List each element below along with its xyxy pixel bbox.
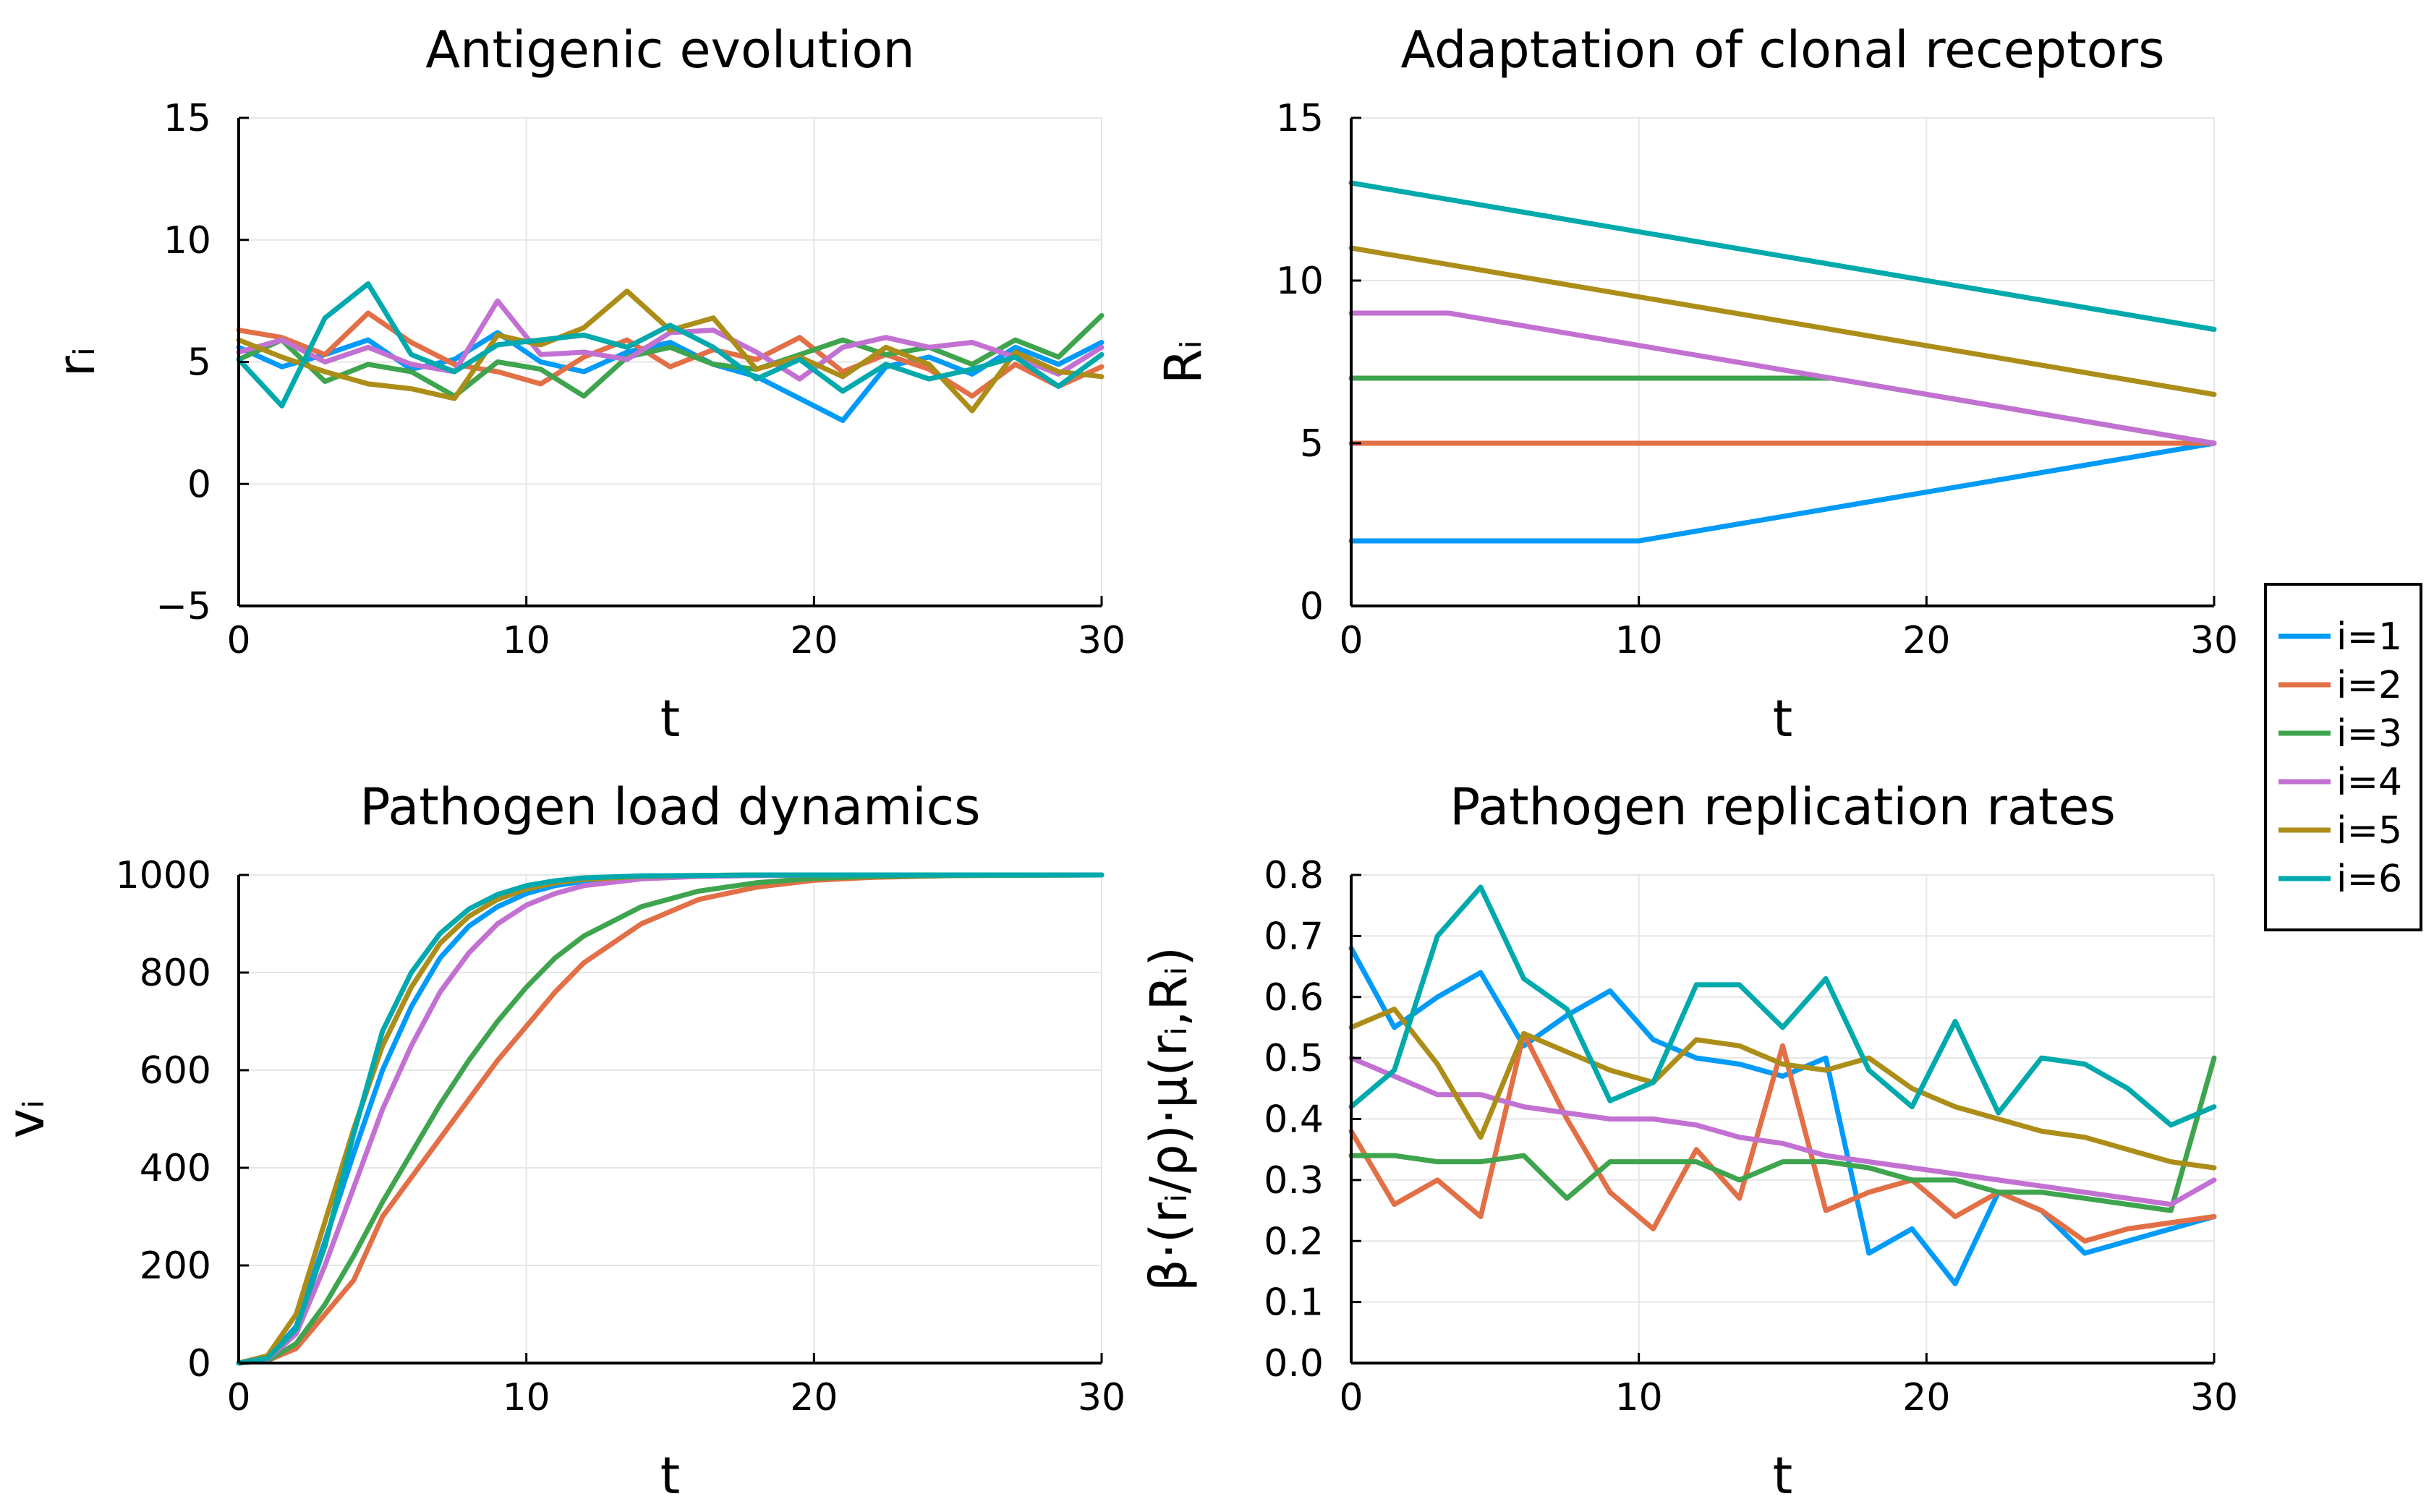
x-axis-label: t xyxy=(660,1446,680,1505)
x-tick-label: 0 xyxy=(1339,619,1363,662)
series-line-i=5 xyxy=(1348,1007,2217,1171)
series-line-i=1 xyxy=(236,330,1105,423)
legend: i=1 i=2 i=3 i=4 i=5 i=6 xyxy=(2264,583,2422,931)
y-tick-label: 1000 xyxy=(116,854,211,897)
x-tick-label: 30 xyxy=(1078,619,1125,662)
x-tick-label: 20 xyxy=(790,1376,838,1419)
x-tick-label: 0 xyxy=(1339,1376,1363,1419)
series-line-i=6 xyxy=(236,281,1105,409)
y-tick-label: 15 xyxy=(1276,97,1324,140)
x-tick-label: 30 xyxy=(2190,1376,2238,1419)
y-tick-label: 0.7 xyxy=(1264,915,1324,958)
series-line-i=3 xyxy=(236,872,1105,1366)
series-line-i=3 xyxy=(1348,1055,2217,1213)
chart-title: Pathogen replication rates xyxy=(1450,777,2116,837)
x-tick-label: 20 xyxy=(1902,1376,1950,1419)
y-tick-label: 400 xyxy=(140,1147,211,1190)
x-tick-label: 10 xyxy=(1615,1376,1663,1419)
legend-label: i=6 xyxy=(2336,858,2402,901)
legend-label: i=2 xyxy=(2336,664,2402,707)
y-tick-label: 5 xyxy=(187,341,211,385)
y-tick-label: 15 xyxy=(163,97,211,140)
series-line-i=1 xyxy=(236,872,1105,1366)
x-tick-label: 10 xyxy=(1615,619,1663,662)
series-line-i=3 xyxy=(1348,375,2217,446)
chart-title: Adaptation of clonal receptors xyxy=(1400,20,2164,80)
series-line-i=6 xyxy=(1348,884,2217,1128)
y-axis-label: β·(rᵢ/ρ)·μ(rᵢ,Rᵢ) xyxy=(1139,947,1199,1291)
series-line-i=2 xyxy=(1348,1030,2217,1244)
y-tick-label: 0.5 xyxy=(1264,1037,1324,1080)
x-tick-label: 30 xyxy=(1078,1376,1125,1419)
chart-title: Pathogen load dynamics xyxy=(359,777,980,837)
y-tick-label: 10 xyxy=(1276,260,1324,303)
y-tick-label: 0 xyxy=(187,1342,211,1385)
series-line-i=5 xyxy=(236,289,1105,414)
y-tick-label: 0.1 xyxy=(1264,1281,1324,1325)
x-tick-label: 10 xyxy=(503,619,550,662)
series-line-i=1 xyxy=(1348,440,2217,544)
x-tick-label: 30 xyxy=(2190,619,2238,662)
y-tick-label: 0 xyxy=(1300,585,1324,628)
x-axis-label: t xyxy=(1773,1446,1792,1505)
chart-panel-4: 0 10 20 30 0.0 0.1 0.2 0.3 0.4 0.5 0.6 0.7 0.8 Pathog… xyxy=(1139,777,2238,1505)
chart-panel-3: 0 10 20 30 0 200 400 600 800 1000 Pathogen load dy… xyxy=(0,777,1125,1505)
y-tick-label: 600 xyxy=(140,1049,211,1093)
y-tick-label: 0.2 xyxy=(1264,1220,1324,1263)
series-line-i=4 xyxy=(1348,310,2217,446)
chart-title: Antigenic evolution xyxy=(425,20,914,80)
legend-label: i=4 xyxy=(2336,761,2402,804)
legend-label: i=3 xyxy=(2336,712,2402,756)
legend-label: i=5 xyxy=(2336,809,2402,853)
series-line-i=6 xyxy=(1348,180,2217,332)
series-line-i=3 xyxy=(236,312,1105,399)
x-axis-label: t xyxy=(660,689,680,748)
x-tick-label: 20 xyxy=(790,619,838,662)
y-tick-label: 5 xyxy=(1300,422,1324,466)
series-line-i=1 xyxy=(1348,945,2217,1286)
x-tick-label: 0 xyxy=(226,1376,250,1419)
y-tick-label: 0.4 xyxy=(1264,1098,1324,1142)
y-axis-label: vᵢ xyxy=(0,1100,56,1139)
legend-label: i=1 xyxy=(2336,615,2402,659)
y-tick-label: −5 xyxy=(156,585,211,628)
y-tick-label: 800 xyxy=(140,952,211,995)
y-tick-label: 200 xyxy=(140,1244,211,1288)
y-tick-label: 0.6 xyxy=(1264,976,1324,1020)
y-tick-label: 0.3 xyxy=(1264,1159,1324,1203)
x-tick-label: 20 xyxy=(1902,619,1950,662)
y-tick-label: 0 xyxy=(187,463,211,506)
series-line-i=5 xyxy=(1348,245,2217,397)
y-axis-label: Rᵢ xyxy=(1154,340,1213,384)
y-axis-label: rᵢ xyxy=(47,347,106,377)
chart-panel-2: 0 10 20 30 0 5 10 15 Adaptation of clonal recept… xyxy=(1154,20,2238,748)
y-tick-label: 0.8 xyxy=(1264,854,1324,897)
x-axis-label: t xyxy=(1773,689,1792,748)
x-tick-label: 10 xyxy=(503,1376,550,1419)
legend-box xyxy=(2264,583,2422,931)
series-line-i=2 xyxy=(236,310,1105,399)
y-tick-label: 0.0 xyxy=(1264,1342,1324,1385)
series-line-i=6 xyxy=(236,872,1105,1366)
y-tick-label: 10 xyxy=(163,219,211,262)
x-tick-label: 0 xyxy=(226,619,250,662)
chart-panel-1: 0 10 20 30 −5 0 5 10 15 Antigenic evolution t rᵢ xyxy=(47,20,1125,748)
